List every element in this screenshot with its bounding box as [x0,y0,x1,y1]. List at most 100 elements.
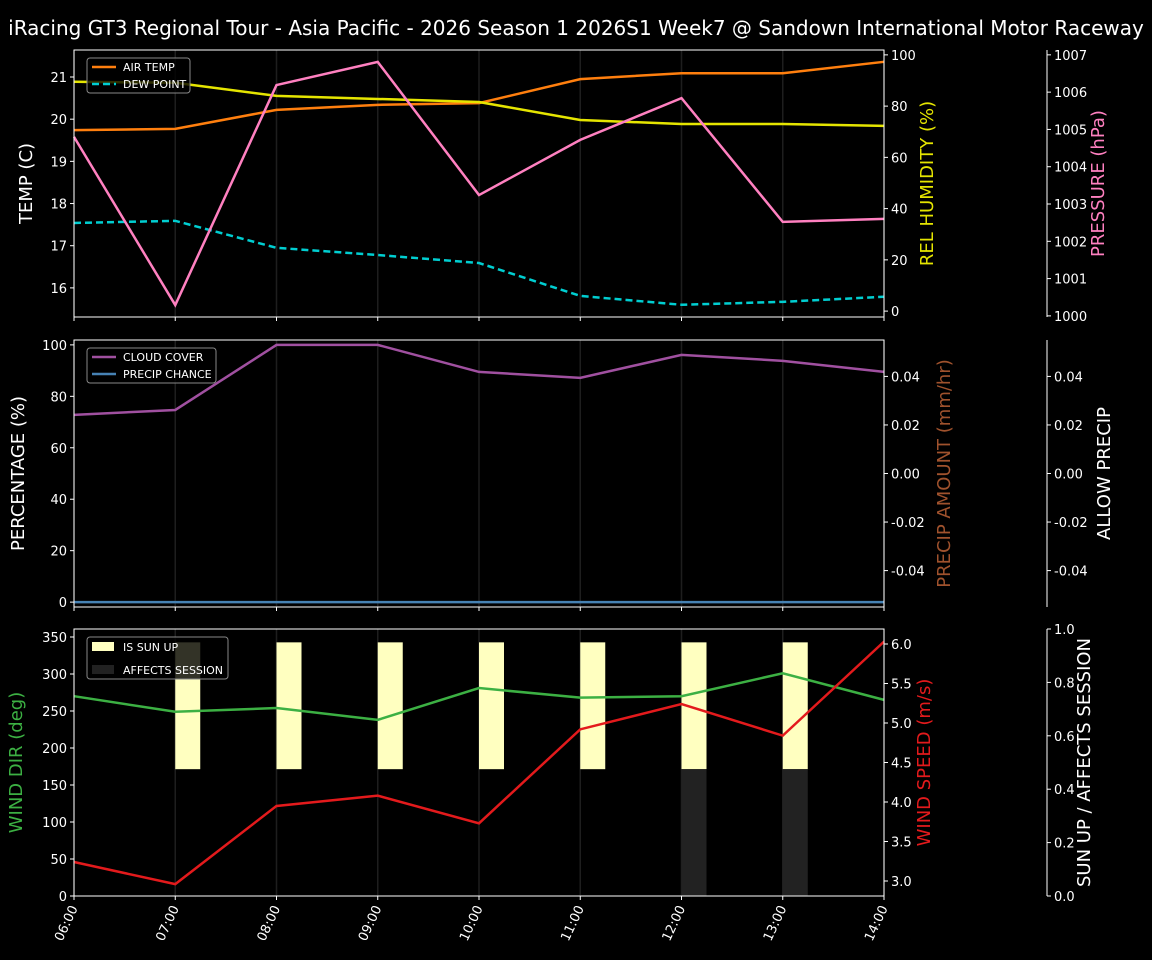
tick-label: -0.04 [891,565,925,580]
tick-label: 20 [50,545,67,560]
axis-label: TEMP (C) [16,143,37,225]
legend-swatch [92,665,114,674]
legend-label: AIR TEMP [123,61,175,74]
x-tick-label: 09:00 [356,903,385,943]
tick-label: 40 [50,493,67,508]
tick-label: 1004 [1054,161,1087,176]
tick-label: 350 [42,631,67,646]
axis-label: SUN UP / AFFECTS SESSION [1074,638,1095,887]
tick-label: 0.00 [891,468,920,483]
tick-label: 0 [59,596,67,611]
legend-label: AFFECTS SESSION [123,664,223,677]
legend: CLOUD COVER PRECIP CHANCE [86,347,217,384]
axis-label: PRESSURE (hPa) [1088,110,1109,257]
axis-label: PRECIP AMOUNT (mm/hr) [934,359,955,588]
tick-label: 80 [891,100,908,115]
tick-label: 1007 [1054,49,1087,64]
tick-label: 100 [891,49,916,64]
tick-label: 17 [50,240,67,255]
tick-label: 150 [42,779,67,794]
tick-label: 0.02 [1054,419,1083,434]
tick-label: 5.5 [891,678,912,693]
tick-label: 4.5 [891,757,912,772]
tick-label: 0 [891,305,899,320]
series-line-axis1 [73,640,885,886]
legend: IS SUN UP AFFECTS SESSION [86,636,229,680]
legend-label: DEW POINT [123,78,187,91]
panel-3: 0 50 100 150 200 250 300 350 WIND DIR (deg) 3.0 3.… [6,623,1095,944]
series-line-axis1 [73,80,885,128]
axis-label: WIND DIR (deg) [6,692,27,834]
tick-label: -0.02 [1054,516,1088,531]
legend-label: PRECIP CHANCE [123,368,212,381]
tick-label: 1003 [1054,198,1087,213]
tick-label: 100 [42,339,67,354]
series-line-axis2 [72,60,885,308]
x-tick-label: 06:00 [52,903,81,943]
tick-label: 200 [42,742,67,757]
x-tick-label: 08:00 [255,903,284,943]
legend-box [86,636,229,680]
tick-label: 1.0 [1054,623,1075,638]
bar-is-sun-up [276,642,302,770]
tick-label: 0.04 [891,370,920,385]
tick-label: -0.04 [1054,565,1088,580]
bar-is-sun-up [377,642,403,770]
tick-label: 3.0 [891,875,912,890]
legend-label: CLOUD COVER [123,351,204,364]
x-tick-label: 13:00 [761,903,790,943]
tick-label: 1001 [1054,273,1087,288]
legend-box [86,347,217,384]
tick-label: 21 [50,71,67,86]
bar-affects-session [681,769,707,896]
x-tick-label: 12:00 [660,903,689,943]
tick-label: 0.00 [1054,468,1083,483]
legend: AIR TEMP DEW POINT [86,57,191,94]
tick-label: 0.2 [1054,837,1075,852]
x-tick-label: 10:00 [457,903,486,943]
tick-label: 1000 [1054,310,1087,325]
tick-label: 20 [891,254,908,269]
tick-label: 0.4 [1054,783,1075,798]
tick-label: 300 [42,668,67,683]
tick-label: 1005 [1054,123,1087,138]
legend-swatch [92,642,114,651]
tick-label: 5.0 [891,717,912,732]
axis-label: REL HUMIDITY (%) [917,101,938,266]
tick-label: 19 [50,155,67,170]
tick-label: 4.0 [891,796,912,811]
tick-label: 1002 [1054,235,1087,250]
x-tick-label: 14:00 [862,903,891,943]
bar-is-sun-up [479,642,504,770]
x-tick-label: 11:00 [558,903,587,943]
tick-label: 250 [42,705,67,720]
tick-label: 100 [42,816,67,831]
tick-label: 20 [50,113,67,128]
tick-label: 40 [891,203,908,218]
legend-label: IS SUN UP [123,641,179,654]
tick-label: 18 [50,198,67,213]
chart-title: iRacing GT3 Regional Tour - Asia Pacific… [8,16,1144,40]
tick-label: 60 [50,442,67,457]
tick-label: 3.5 [891,835,912,850]
tick-label: 1006 [1054,86,1087,101]
axis-label: WIND SPEED (m/s) [914,679,935,847]
bar-affects-session [782,769,808,896]
tick-label: 60 [891,151,908,166]
tick-label: 0 [59,890,67,905]
tick-label: 0.04 [1054,370,1083,385]
tick-label: 0.0 [1054,890,1075,905]
tick-label: 0.6 [1054,730,1075,745]
tick-label: 80 [50,390,67,405]
tick-label: 0.02 [891,419,920,434]
tick-label: 0.8 [1054,676,1075,691]
tick-label: 50 [50,853,67,868]
bar-is-sun-up [782,642,808,770]
panel-1: 16 17 18 19 20 21 TEMP (C) 0 20 40 60 80 100 REL HUMI… [16,49,1109,325]
tick-label: 6.0 [891,638,912,653]
series-line-cloud-cover [73,343,885,417]
axis-label: ALLOW PRECIP [1094,407,1115,540]
axis-label: PERCENTAGE (%) [8,396,29,551]
tick-label: 16 [50,282,67,297]
